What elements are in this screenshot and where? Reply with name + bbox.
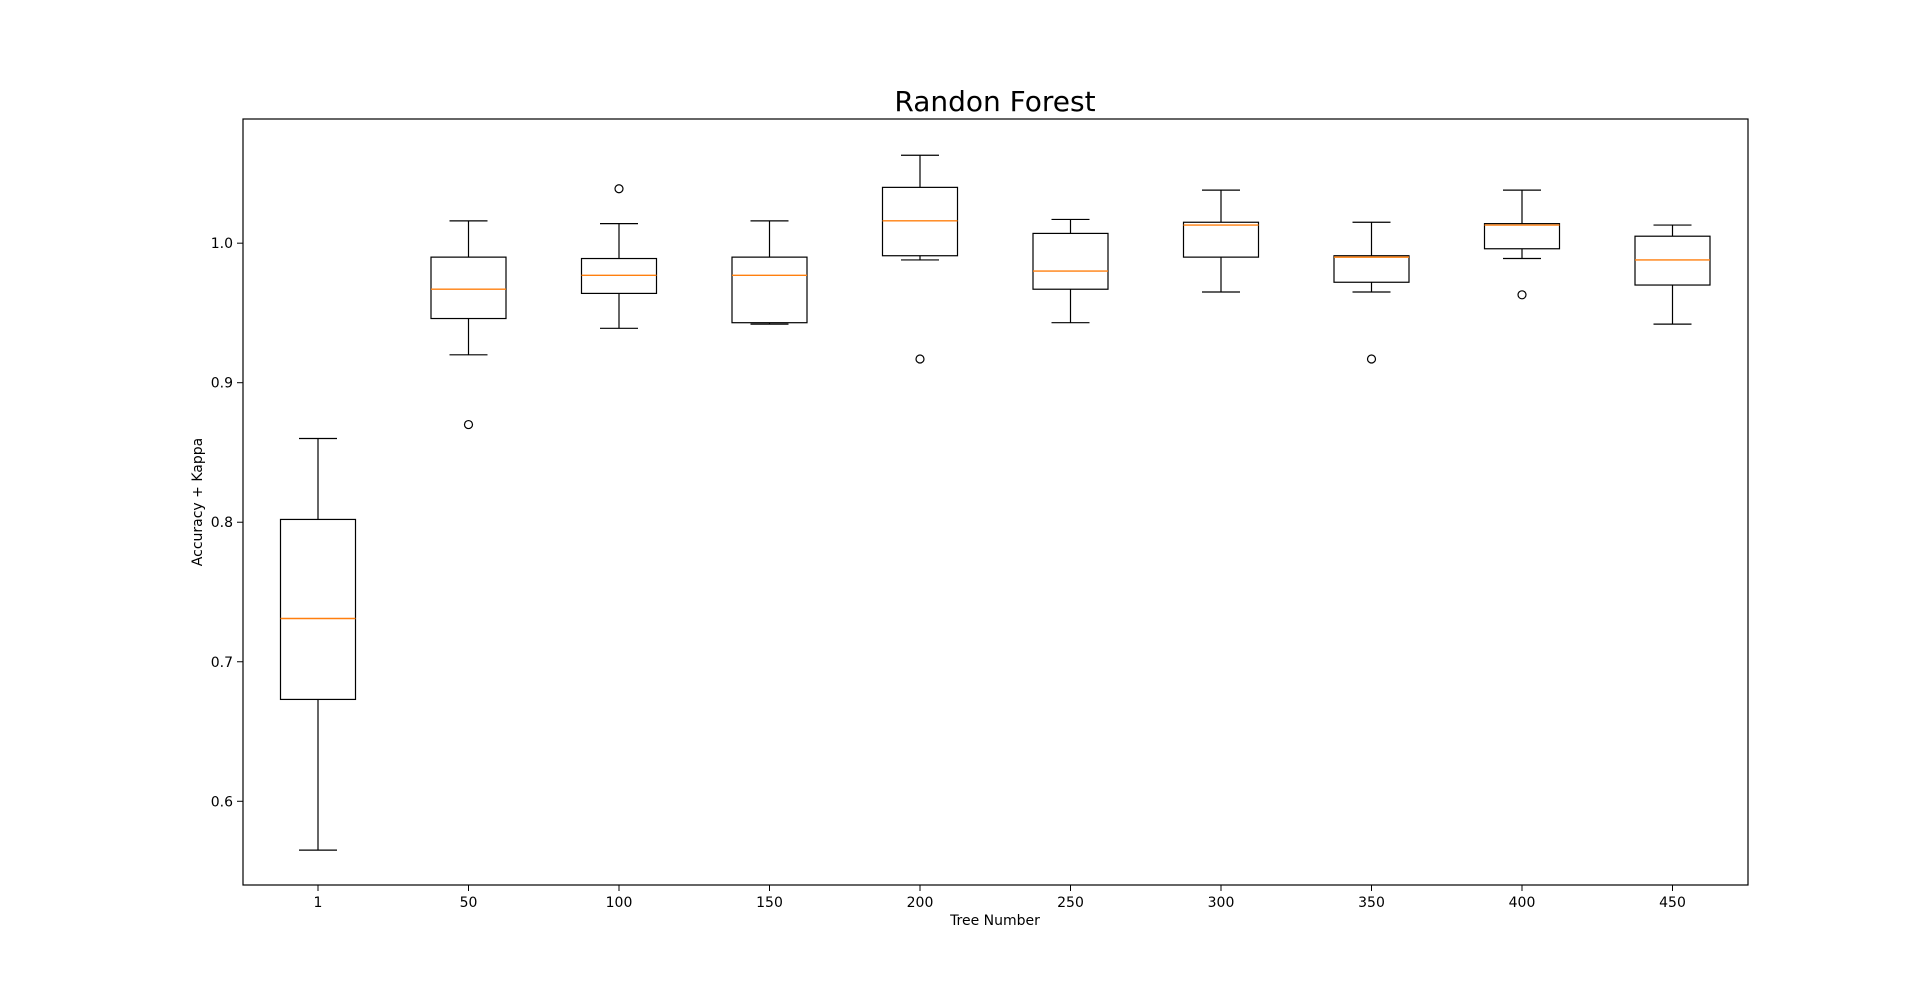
box-group [1032, 218, 1109, 324]
box-group [1333, 221, 1410, 364]
y-tick-label: 0.8 [211, 515, 233, 531]
box [1182, 221, 1260, 258]
plot-area-frame [242, 118, 1749, 886]
x-tick-label: 250 [1057, 895, 1084, 911]
outlier-point [915, 354, 925, 364]
outlier-point [1366, 354, 1377, 364]
chart-title: Randon Forest [894, 85, 1095, 118]
x-tick-label: 300 [1208, 895, 1235, 911]
x-axis-label: Tree Number [949, 913, 1040, 929]
box-group [1483, 189, 1561, 300]
y-tick-label: 1.0 [211, 236, 233, 252]
y-tick-label: 0.6 [211, 794, 233, 810]
box-group [731, 220, 808, 325]
x-tick-label: 400 [1509, 895, 1536, 911]
box-series [279, 154, 1711, 851]
y-tick-label: 0.9 [211, 376, 233, 392]
outlier-point [614, 184, 624, 194]
x-tick-label: 450 [1659, 895, 1686, 911]
box-group [430, 220, 507, 430]
x-tick-label: 100 [606, 895, 633, 911]
box [1032, 232, 1109, 290]
box [279, 518, 357, 701]
outlier-point [463, 419, 474, 430]
box-group [1182, 189, 1260, 293]
box-group [580, 184, 658, 329]
x-tick-label: 200 [907, 895, 934, 911]
x-axis: 1 50 100 150 200 250 300 350 400 450 [314, 885, 1686, 911]
box [430, 256, 507, 320]
y-tick-label: 0.7 [211, 655, 233, 671]
box [1483, 223, 1561, 250]
x-tick-label: 1 [314, 895, 323, 911]
y-axis: 0.6 0.7 0.8 0.9 1.0 [211, 236, 243, 810]
box [731, 256, 808, 324]
x-tick-label: 50 [460, 895, 478, 911]
x-tick-label: 350 [1358, 895, 1385, 911]
y-axis-label: Accuracy + Kappa [190, 438, 206, 566]
box-group [881, 154, 959, 364]
box-group [279, 437, 357, 851]
outlier-point [1517, 290, 1527, 300]
box-group [1634, 224, 1711, 325]
x-tick-label: 150 [756, 895, 783, 911]
box [1333, 255, 1410, 283]
